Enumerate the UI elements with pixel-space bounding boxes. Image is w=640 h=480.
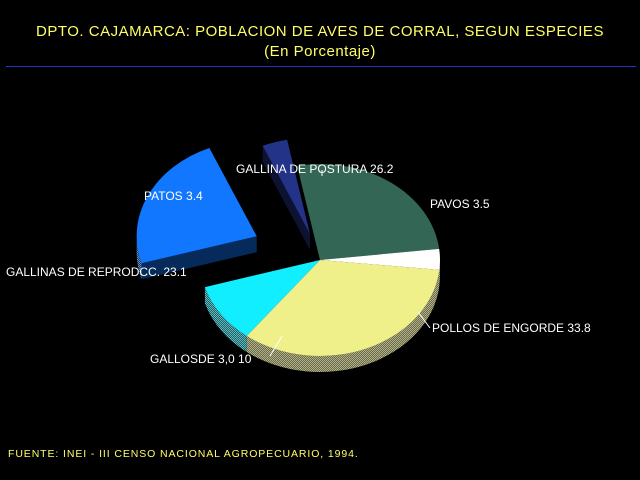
slice-label-value: 23.1: [163, 265, 187, 279]
pie-slice-side-texture: [439, 260, 440, 286]
slice-label-name: GALLINA DE POSTURA: [236, 162, 370, 176]
slice-label-2: PAVOS 3.5: [430, 197, 490, 211]
pie-slice-6: [262, 139, 310, 251]
slice-label-value: 26.2: [370, 162, 394, 176]
slice-label-1: GALLINA DE POSTURA 26.2: [236, 162, 394, 176]
pie-slice-1: [297, 164, 440, 260]
pie-slice-top: [204, 260, 320, 337]
slice-label-name: GALLINAS DE REPRODCC.: [6, 265, 163, 279]
leader-line-3: [417, 311, 431, 329]
pie-slice-2: [320, 248, 440, 286]
chart-title: DPTO. CAJAMARCA: POBLACION DE AVES DE CO…: [36, 23, 604, 40]
leader-lines: [269, 170, 431, 357]
title-divider: [6, 66, 636, 67]
chart-subtitle: (En Porcentaje): [264, 43, 376, 60]
pie-slice-top: [297, 164, 440, 260]
slice-labels: GALLINA DE POSTURA 26.2 PAVOS 3.5 POLLOS D…: [6, 162, 591, 366]
slice-label-5: GALLINAS DE REPRODCC. 23.1: [6, 265, 187, 279]
slice-label-4: GALLOSDE 3,0 10: [150, 352, 252, 366]
pie-slice-top: [246, 260, 440, 357]
pie-slice-cut-face: [141, 236, 257, 280]
pie-slice-top: [262, 139, 310, 235]
slice-label-name: POLLOS DE ENGORDE: [432, 321, 567, 335]
leader-line-4: [269, 335, 283, 357]
pie-slice-top: [136, 147, 257, 264]
slice-label-value: 10: [238, 352, 252, 366]
slice-label-value: 33.8: [567, 321, 591, 335]
slice-label-value: 3.4: [186, 189, 203, 203]
slice-label-name: PAVOS: [430, 197, 473, 211]
slice-label-name: PATOS: [144, 189, 186, 203]
slice-label-name: GALLOSDE 3,0: [150, 352, 238, 366]
pie-slice-top: [320, 248, 440, 270]
slices-layer: [136, 139, 440, 373]
source-note: FUENTE: INEI - III CENSO NACIONAL AGROPE…: [8, 448, 359, 460]
pie-slice-side-texture: [204, 287, 247, 353]
pie-slice-side-texture: [136, 236, 142, 280]
pie-slice-cut-face: [262, 145, 310, 251]
pie-slice-side-texture: [246, 269, 440, 373]
pie-slice-5: [136, 147, 257, 280]
slice-label-6: PATOS 3.4: [144, 189, 203, 203]
slice-label-3: POLLOS DE ENGORDE 33.8: [432, 321, 591, 335]
pie-slice-3: [246, 260, 440, 373]
pie-slice-4: [204, 260, 320, 353]
slice-label-value: 3.5: [473, 197, 490, 211]
